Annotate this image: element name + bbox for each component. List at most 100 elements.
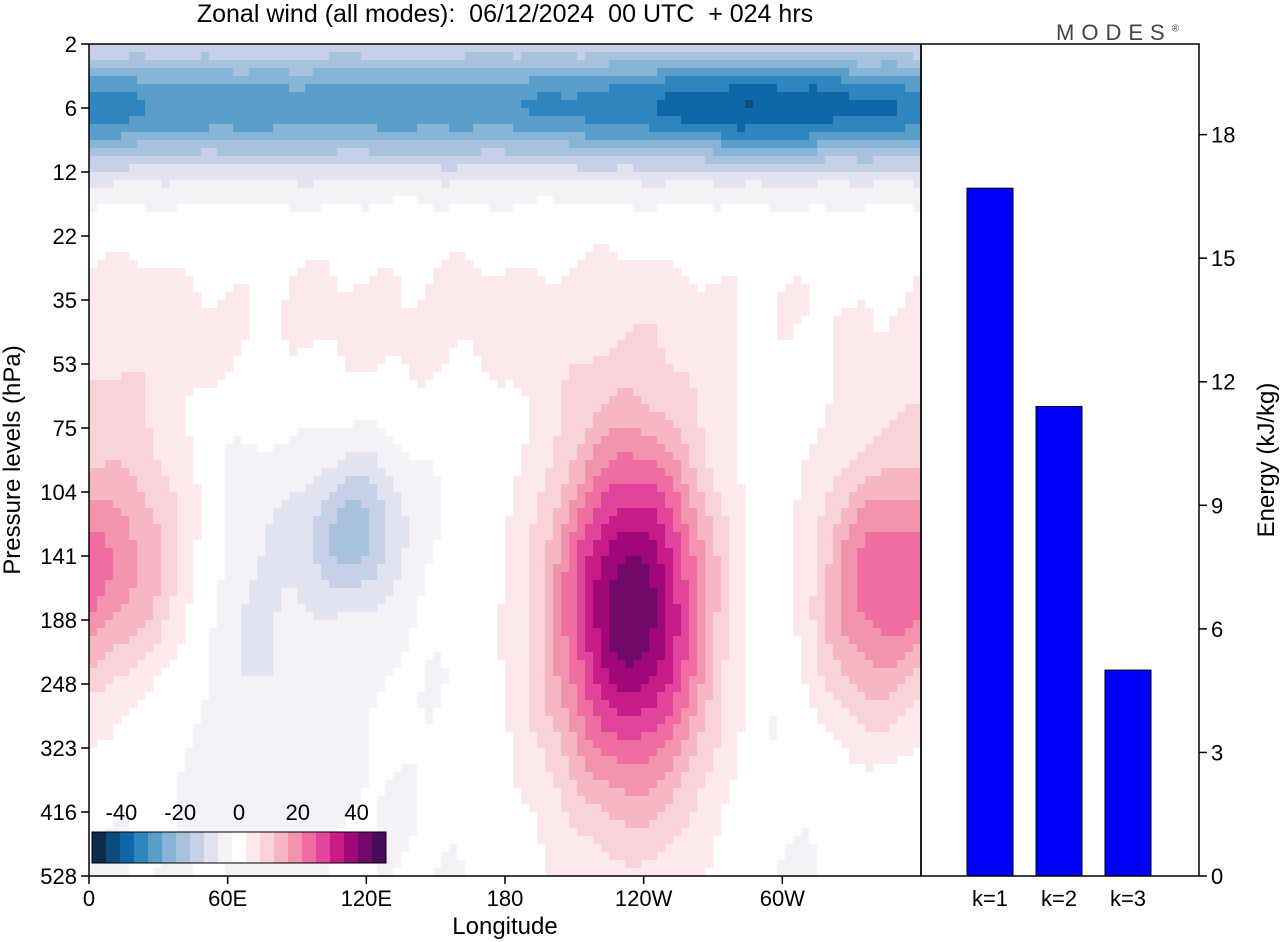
heatmap-cell xyxy=(241,196,250,205)
heatmap-cell xyxy=(673,188,682,197)
heatmap-cell xyxy=(521,324,530,333)
heatmap-cell xyxy=(753,316,762,325)
heatmap-cell xyxy=(673,132,682,141)
heatmap-cell xyxy=(393,44,402,53)
heatmap-cell xyxy=(185,284,194,293)
heatmap-cell xyxy=(473,188,482,197)
heatmap-cell xyxy=(369,404,378,413)
heatmap-cell xyxy=(505,388,514,397)
heatmap-cell xyxy=(537,388,546,397)
heatmap-cell xyxy=(585,140,594,149)
heatmap-cell xyxy=(585,316,594,325)
heatmap-cell xyxy=(617,220,626,229)
heatmap-cell xyxy=(665,244,674,253)
heatmap-cell xyxy=(569,268,578,277)
heatmap-cell xyxy=(729,196,738,205)
heatmap-cell xyxy=(865,332,874,341)
heatmap-cell xyxy=(745,76,754,85)
heatmap-cell xyxy=(705,332,714,341)
heatmap-cell xyxy=(153,236,162,245)
heatmap-cell xyxy=(809,148,818,157)
heatmap-cell xyxy=(385,124,394,133)
heatmap-cell xyxy=(329,356,338,365)
heatmap-cell xyxy=(177,180,186,189)
heatmap-cell xyxy=(385,420,394,429)
heatmap-cell xyxy=(449,324,458,333)
heatmap-cell xyxy=(369,236,378,245)
heatmap-cell xyxy=(401,308,410,317)
heatmap-cell xyxy=(305,364,314,373)
heatmap-cell xyxy=(905,396,914,405)
heatmap-cell xyxy=(121,196,130,205)
heatmap-cell xyxy=(649,292,658,301)
heatmap-cell xyxy=(417,52,426,61)
heatmap-cell xyxy=(561,44,570,53)
heatmap-cell xyxy=(337,108,346,117)
heatmap-cell xyxy=(649,388,658,397)
heatmap-cell xyxy=(281,292,290,301)
heatmap-cell xyxy=(201,116,210,125)
heatmap-cell xyxy=(361,220,370,229)
heatmap-cell xyxy=(753,68,762,77)
heatmap-cell xyxy=(305,172,314,181)
heatmap-cell xyxy=(601,332,610,341)
heatmap-cell xyxy=(289,372,298,381)
heatmap-cell xyxy=(113,44,122,53)
heatmap-cell xyxy=(849,284,858,293)
heatmap-cell xyxy=(833,228,842,237)
heatmap-cell xyxy=(625,228,634,237)
heatmap-cell xyxy=(537,364,546,373)
heatmap-cell xyxy=(897,52,906,61)
heatmap-cell xyxy=(161,372,170,381)
heatmap-cell xyxy=(609,228,618,237)
heatmap-cell xyxy=(697,228,706,237)
heatmap-cell xyxy=(857,92,866,101)
heatmap-cell xyxy=(481,204,490,213)
heatmap-cell xyxy=(529,324,538,333)
heatmap-cell xyxy=(769,380,778,389)
heatmap-cell xyxy=(473,236,482,245)
heatmap-cell xyxy=(625,140,634,149)
heatmap-cell xyxy=(873,220,882,229)
heatmap-cell xyxy=(337,252,346,261)
heatmap-cell xyxy=(609,260,618,269)
heatmap-cell xyxy=(793,100,802,109)
heatmap-cell xyxy=(865,76,874,85)
heatmap-cell xyxy=(497,364,506,373)
heatmap-cell xyxy=(673,300,682,309)
heatmap-cell xyxy=(153,348,162,357)
heatmap-cell xyxy=(265,116,274,125)
heatmap-cell xyxy=(457,68,466,77)
heatmap-cell xyxy=(521,244,530,253)
heatmap-cell xyxy=(281,68,290,77)
heatmap-cell xyxy=(417,412,426,421)
heatmap-cell xyxy=(241,44,250,53)
heatmap-cell xyxy=(705,116,714,125)
heatmap-cell xyxy=(793,132,802,141)
heatmap-cell xyxy=(385,340,394,349)
heatmap-cell xyxy=(849,316,858,325)
heatmap-cell xyxy=(801,100,810,109)
heatmap-cell xyxy=(873,156,882,165)
heatmap-cell xyxy=(521,204,530,213)
heatmap-cell xyxy=(649,188,658,197)
heatmap-cell xyxy=(161,76,170,85)
heatmap-cell xyxy=(129,132,138,141)
heatmap-cell xyxy=(745,348,754,357)
heatmap-cell xyxy=(305,60,314,69)
heatmap-cell xyxy=(169,412,178,421)
heatmap-cell xyxy=(217,100,226,109)
heatmap-cell xyxy=(137,188,146,197)
heatmap-cell xyxy=(121,404,130,413)
heatmap-cell xyxy=(265,300,274,309)
heatmap-cell xyxy=(881,100,890,109)
heatmap-cell xyxy=(705,52,714,61)
heatmap-cell xyxy=(505,252,514,261)
heatmap-cell xyxy=(761,156,770,165)
heatmap-cell xyxy=(841,156,850,165)
heatmap-cell xyxy=(449,260,458,269)
heatmap-cell xyxy=(145,76,154,85)
heatmap-cell xyxy=(217,356,226,365)
heatmap-cell xyxy=(369,292,378,301)
heatmap-cell xyxy=(465,140,474,149)
